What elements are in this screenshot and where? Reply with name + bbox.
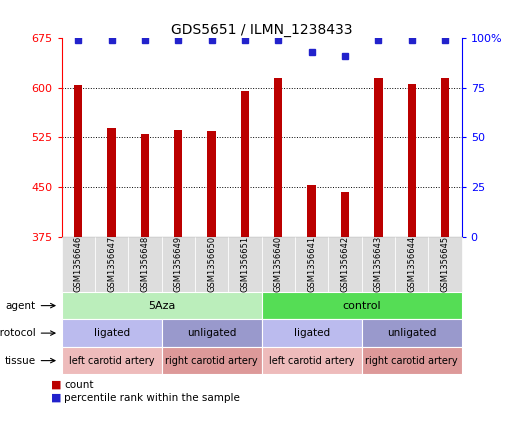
Bar	[241, 91, 249, 237]
Text: GSM1356647: GSM1356647	[107, 236, 116, 292]
Text: count: count	[64, 380, 94, 390]
Text: GSM1356644: GSM1356644	[407, 236, 416, 292]
Text: unligated: unligated	[187, 328, 236, 338]
Text: agent: agent	[6, 301, 36, 310]
Text: ■: ■	[51, 380, 62, 390]
Text: right carotid artery: right carotid artery	[365, 356, 458, 365]
Text: ■: ■	[51, 393, 62, 403]
Text: GSM1356642: GSM1356642	[341, 236, 349, 292]
Text: tissue: tissue	[5, 356, 36, 365]
Text: percentile rank within the sample: percentile rank within the sample	[64, 393, 240, 403]
Text: GSM1356648: GSM1356648	[141, 236, 149, 292]
Text: left carotid artery: left carotid artery	[69, 356, 154, 365]
Bar	[307, 185, 316, 237]
Bar	[141, 134, 149, 237]
Text: ligated: ligated	[293, 328, 330, 338]
Bar	[74, 85, 83, 237]
Bar	[374, 78, 383, 237]
Text: ligated: ligated	[93, 328, 130, 338]
Bar	[441, 78, 449, 237]
Text: GSM1356641: GSM1356641	[307, 236, 316, 292]
Text: GSM1356643: GSM1356643	[374, 236, 383, 292]
Bar	[274, 78, 283, 237]
Bar	[407, 84, 416, 237]
Text: right carotid artery: right carotid artery	[165, 356, 258, 365]
Title: GDS5651 / ILMN_1238433: GDS5651 / ILMN_1238433	[171, 23, 352, 37]
Text: unligated: unligated	[387, 328, 437, 338]
Bar	[174, 130, 183, 237]
Text: GSM1356650: GSM1356650	[207, 236, 216, 292]
Text: control: control	[342, 301, 381, 310]
Text: GSM1356651: GSM1356651	[241, 236, 249, 292]
Bar	[107, 128, 116, 237]
Text: GSM1356646: GSM1356646	[74, 236, 83, 292]
Text: left carotid artery: left carotid artery	[269, 356, 354, 365]
Text: GSM1356645: GSM1356645	[441, 236, 449, 292]
Text: GSM1356649: GSM1356649	[174, 236, 183, 292]
Text: 5Aza: 5Aza	[148, 301, 175, 310]
Bar	[341, 192, 349, 237]
Text: GSM1356640: GSM1356640	[274, 236, 283, 292]
Text: protocol: protocol	[0, 328, 36, 338]
Bar	[207, 131, 216, 237]
